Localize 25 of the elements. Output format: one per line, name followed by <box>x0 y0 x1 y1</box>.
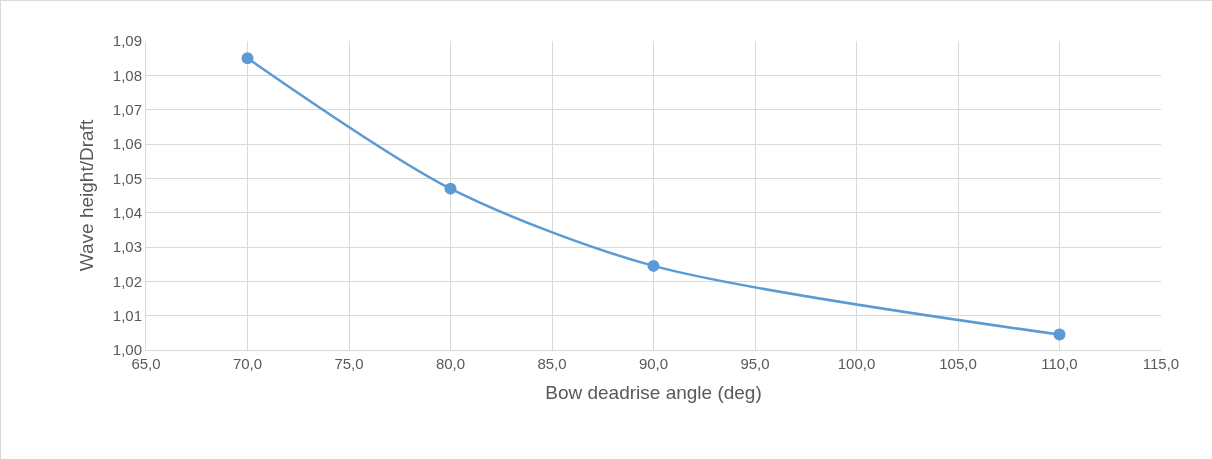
x-axis-title: Bow deadrise angle (deg) <box>545 381 762 403</box>
x-tick-label: 80,0 <box>435 355 466 372</box>
y-tick-label: 1,06 <box>112 135 142 153</box>
x-tick-label: 75,0 <box>334 355 364 372</box>
x-tick-label: 105,0 <box>939 355 977 372</box>
x-tick-label: 95,0 <box>740 355 770 372</box>
y-tick-label: 1,05 <box>112 169 142 187</box>
y-tick-label: 1,04 <box>112 203 142 221</box>
point <box>241 52 254 65</box>
point <box>647 259 660 272</box>
x-tick-label: 70,0 <box>232 355 263 372</box>
y-axis-title: Wave height/Draft <box>75 119 97 272</box>
x-tick-label: 90,0 <box>638 355 669 372</box>
y-tick-label: 1,03 <box>112 238 142 256</box>
x-tick-label: 85,0 <box>537 355 567 372</box>
y-tick-label: 1,02 <box>112 272 142 290</box>
y-tick-label: 1,09 <box>112 32 142 50</box>
x-tick-label: 110,0 <box>1041 355 1078 372</box>
x-tick-label: 100,0 <box>837 355 876 372</box>
y-tick-label: 1,01 <box>112 306 142 324</box>
y-tick-label: 1,08 <box>112 66 142 84</box>
point <box>444 182 457 195</box>
x-tick-label: 115,0 <box>1142 355 1180 372</box>
point <box>1053 328 1066 341</box>
y-tick-label: 1,07 <box>112 100 142 118</box>
